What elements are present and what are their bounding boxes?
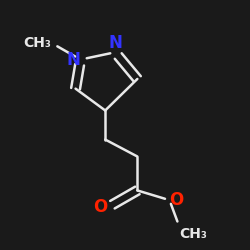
Text: N: N xyxy=(66,50,80,68)
Text: O: O xyxy=(94,198,108,216)
Text: CH₃: CH₃ xyxy=(23,36,51,50)
Text: CH₃: CH₃ xyxy=(180,227,207,241)
Text: N: N xyxy=(108,34,122,52)
Text: O: O xyxy=(170,191,184,209)
